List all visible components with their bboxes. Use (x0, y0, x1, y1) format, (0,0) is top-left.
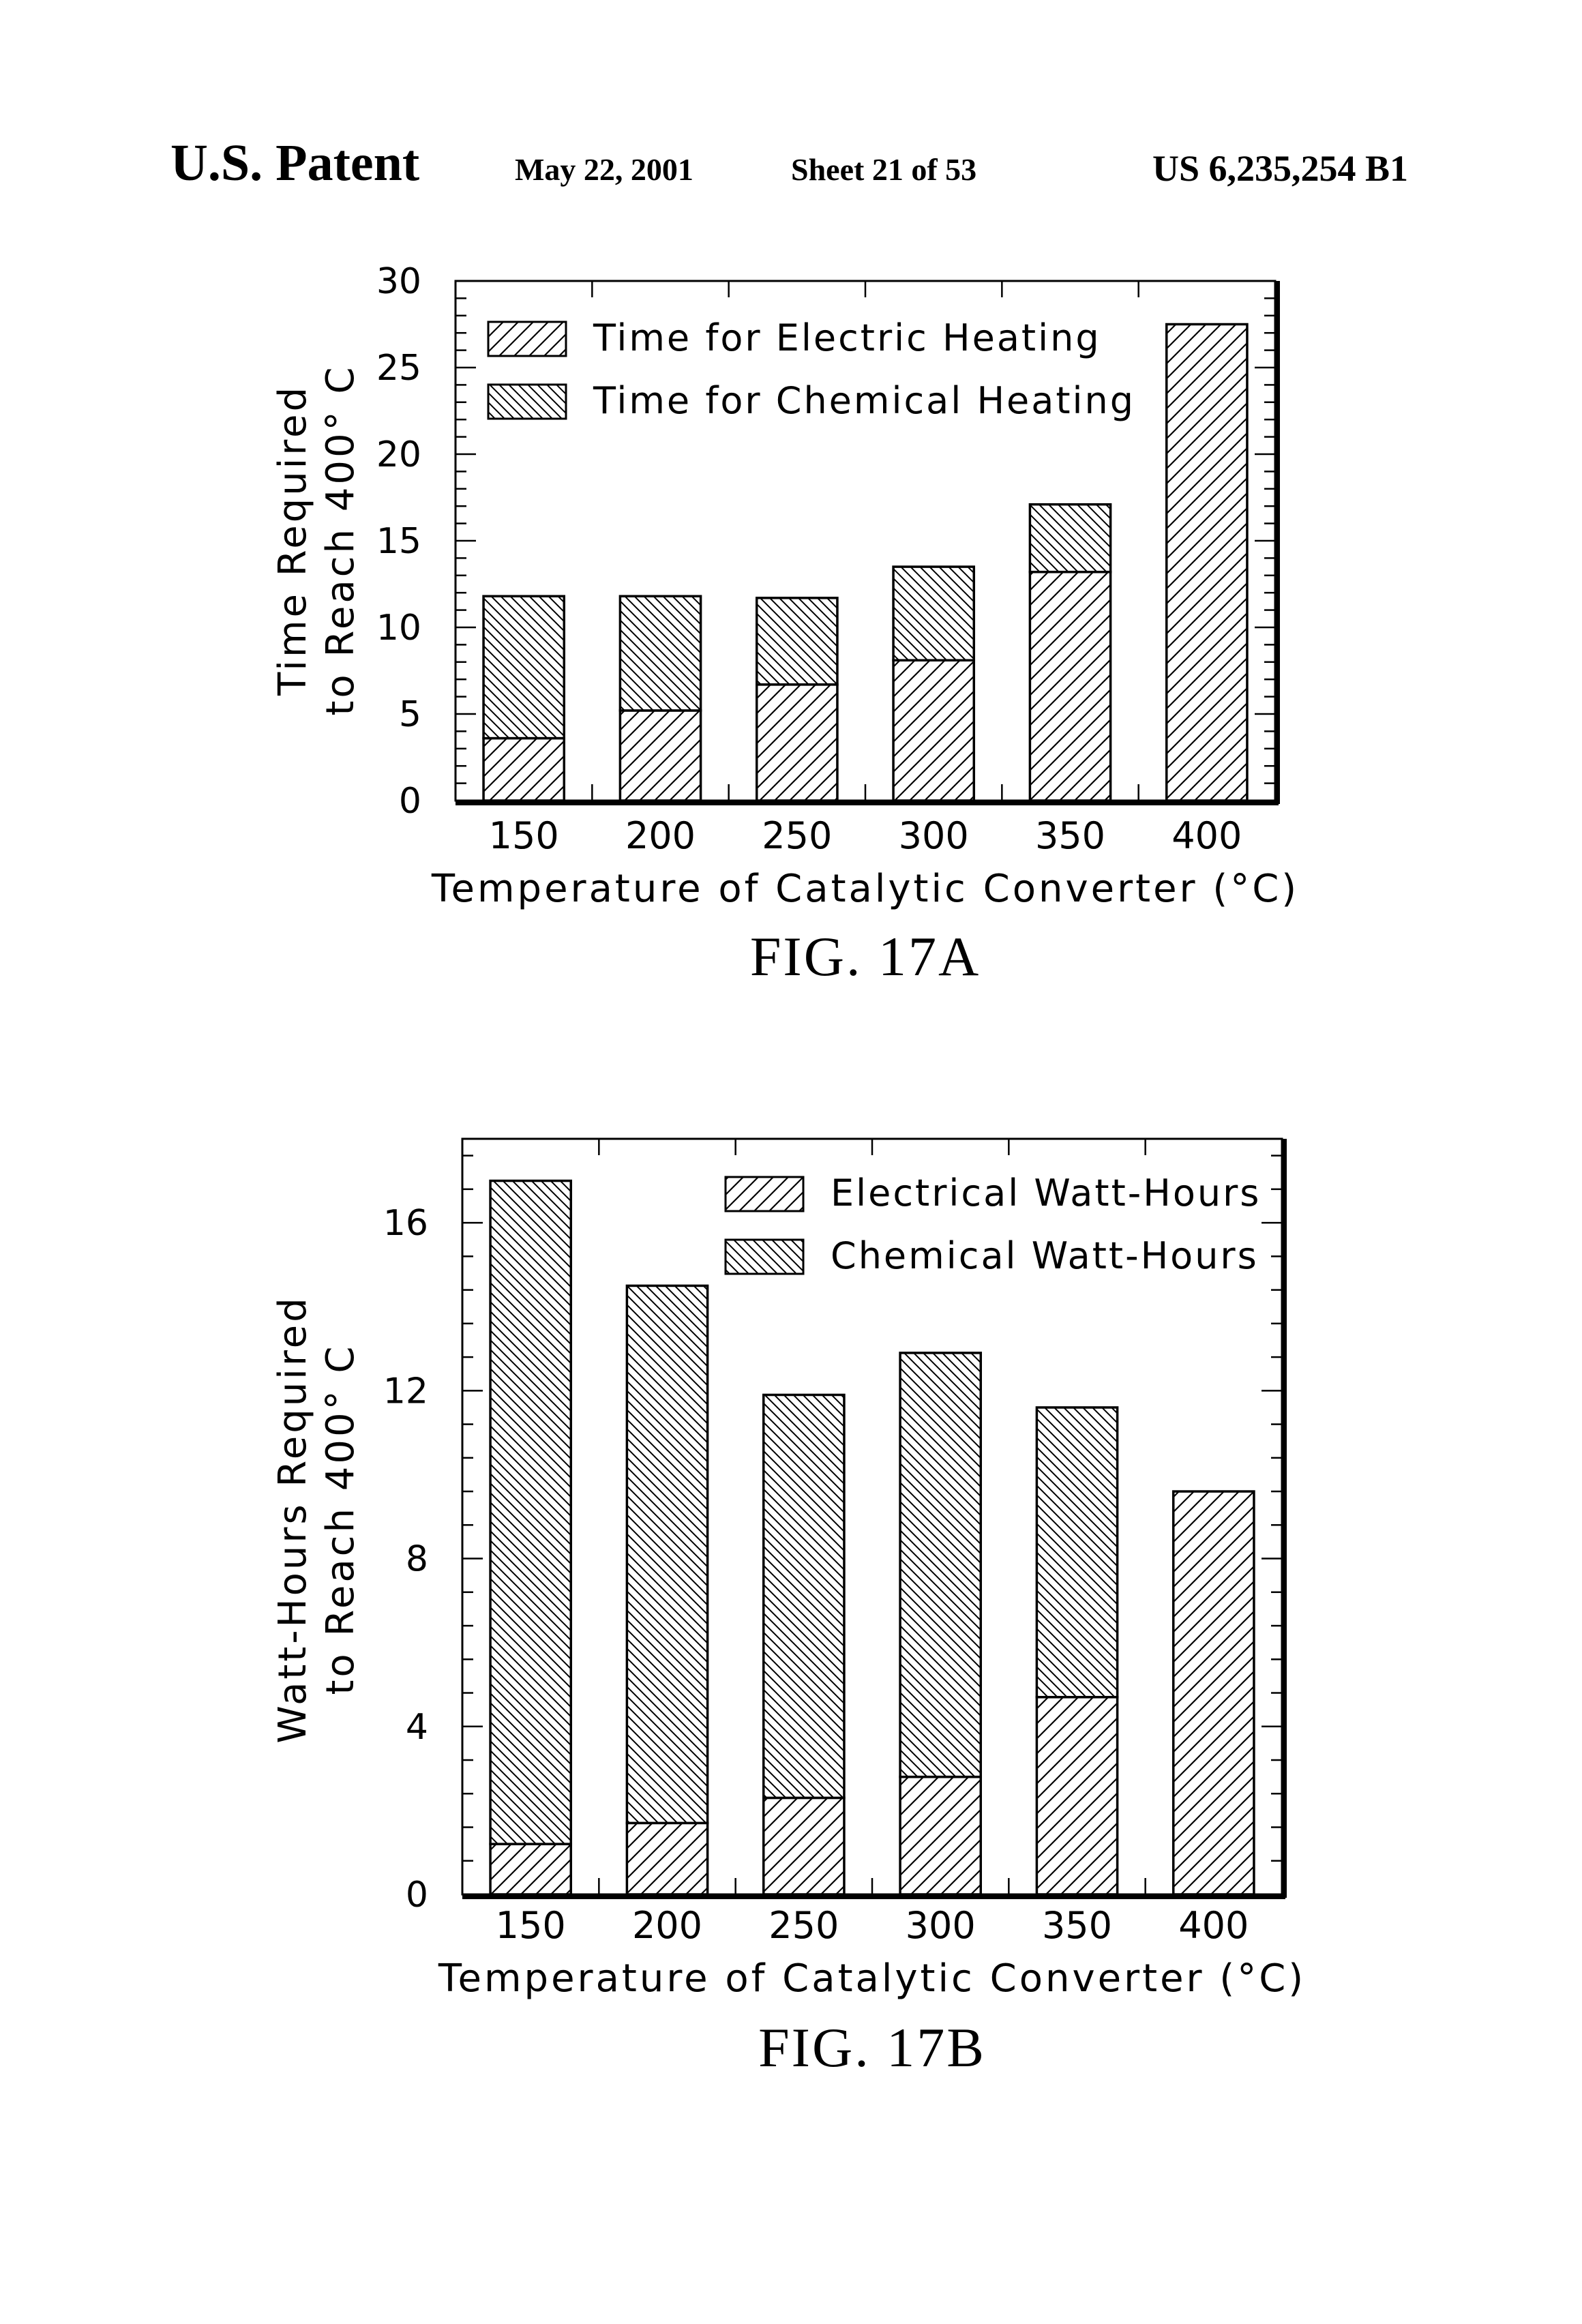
x-axis-label: Temperature of Catalytic Converter (°C) (431, 867, 1299, 911)
bar-200-series-0 (620, 711, 700, 801)
legend-label: Electrical Watt-Hours (831, 1172, 1261, 1215)
x-tick-label: 250 (768, 1904, 839, 1947)
y-tick-label: 16 (383, 1203, 428, 1244)
y-tick-label: 0 (406, 1875, 428, 1916)
y-tick-label: 0 (399, 781, 421, 822)
bar-150-series-1 (490, 1181, 571, 1845)
y-tick-label: 15 (376, 521, 421, 562)
bar-150-series-0 (490, 1844, 571, 1894)
y-tick-label: 12 (383, 1371, 428, 1412)
bar-350-series-0 (1036, 1697, 1117, 1894)
figure-label: FIG. 17B (758, 2016, 986, 2079)
y-tick-label: 30 (376, 261, 421, 302)
legend-swatch (488, 385, 566, 419)
y-axis-label: Watt-Hours Required (271, 1295, 315, 1743)
bar-200-series-0 (627, 1823, 707, 1894)
y-axis-label-line2: to Reach 400° C (318, 1343, 363, 1695)
x-tick-label: 300 (899, 814, 969, 857)
legend-label: Chemical Watt-Hours (831, 1234, 1259, 1277)
x-tick-label: 350 (1042, 1904, 1112, 1947)
y-tick-label: 4 (406, 1707, 428, 1748)
x-tick-label: 400 (1178, 1904, 1249, 1947)
bar-200-series-1 (627, 1285, 707, 1823)
bar-300-series-0 (893, 660, 974, 801)
figure-label: FIG. 17A (750, 925, 981, 987)
bar-400-series-0 (1167, 325, 1247, 801)
x-tick-label: 200 (632, 1904, 702, 1947)
bar-350-series-0 (1030, 572, 1110, 801)
legend-swatch (726, 1240, 803, 1274)
x-axis-label: Temperature of Catalytic Converter (°C) (438, 1956, 1306, 2001)
bar-300-series-0 (900, 1777, 981, 1894)
bar-250-series-0 (764, 1798, 844, 1894)
bar-150-series-0 (483, 739, 564, 801)
y-tick-label: 25 (376, 348, 421, 389)
x-tick-label: 400 (1171, 814, 1242, 857)
y-axis-label-line2: to Reach 400° C (318, 364, 363, 715)
bar-250-series-0 (757, 685, 837, 801)
x-tick-label: 250 (762, 814, 832, 857)
bar-350-series-1 (1036, 1407, 1117, 1697)
bar-350-series-1 (1030, 505, 1110, 572)
x-tick-label: 150 (496, 1904, 566, 1947)
y-tick-label: 8 (406, 1539, 428, 1580)
bar-300-series-1 (900, 1353, 981, 1777)
legend-label: Time for Electric Heating (593, 316, 1101, 359)
x-tick-label: 350 (1035, 814, 1105, 857)
y-axis-label: Time Required (271, 385, 315, 696)
x-tick-label: 150 (489, 814, 559, 857)
x-tick-label: 300 (906, 1904, 976, 1947)
bar-200-series-1 (620, 596, 700, 711)
legend-swatch (488, 322, 566, 356)
y-tick-label: 10 (376, 608, 421, 649)
bar-250-series-1 (757, 598, 837, 685)
y-tick-label: 20 (376, 434, 421, 475)
bar-300-series-1 (893, 567, 974, 660)
legend-swatch (726, 1177, 803, 1211)
y-tick-label: 5 (399, 694, 421, 735)
x-tick-label: 200 (625, 814, 696, 857)
bar-250-series-1 (764, 1395, 844, 1798)
chart-fig-17b: 0 4 8 12 16 150 200 250 300 350 400 Electrical Watt… (271, 1139, 1306, 2079)
legend-label: Time for Chemical Heating (593, 379, 1135, 422)
bar-400-series-0 (1174, 1491, 1254, 1894)
chart-fig-17a: 0 5 10 15 20 25 30 150 200 250 300 350 400 Time for E… (271, 261, 1299, 987)
bar-150-series-1 (483, 596, 564, 738)
